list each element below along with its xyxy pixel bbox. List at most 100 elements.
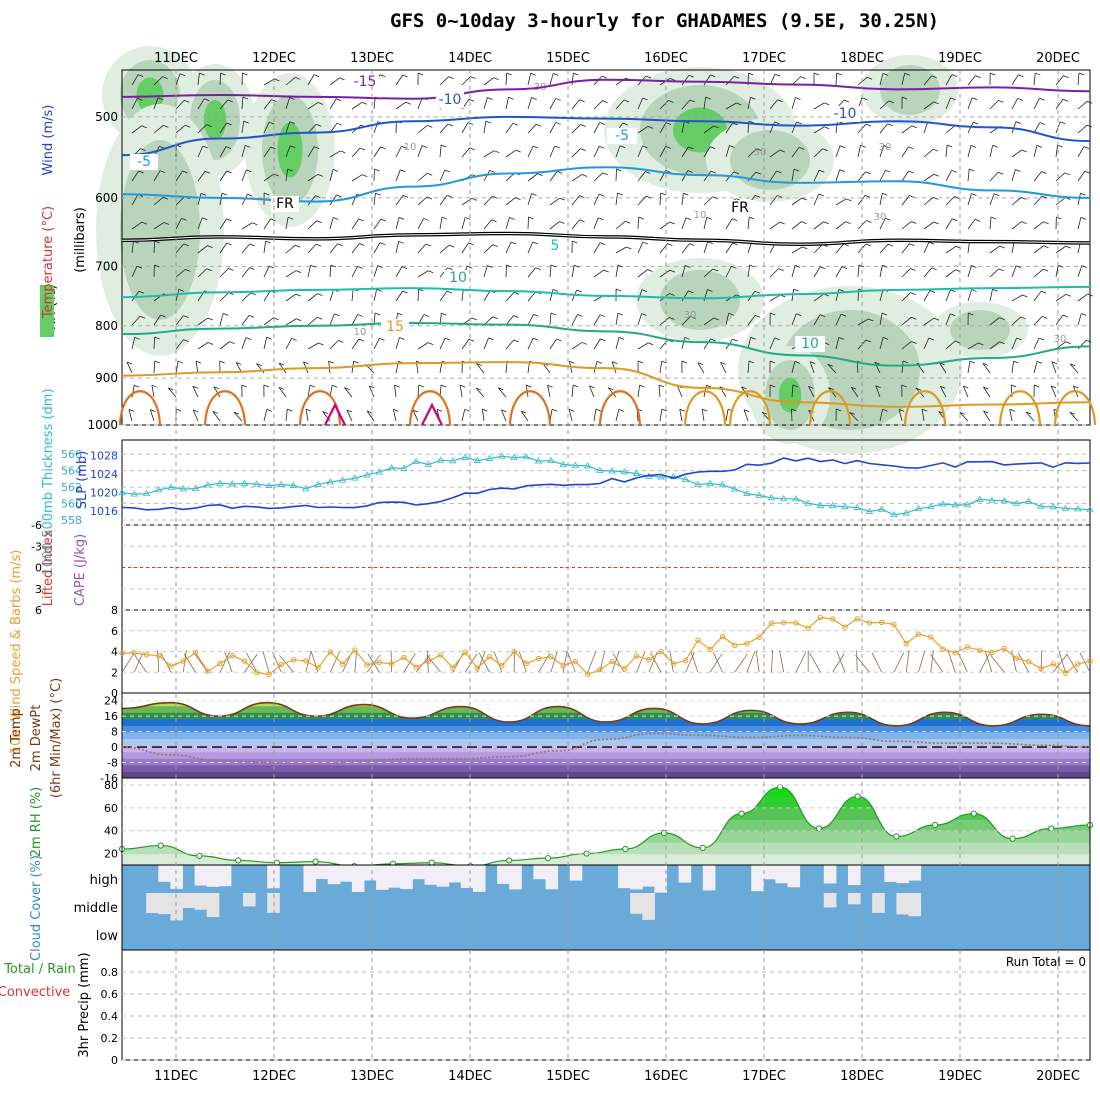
wind-barb-flag (741, 386, 747, 390)
wind-barb-flag (337, 243, 343, 247)
surface-warm-lobes (118, 390, 1097, 426)
upper-air-wind-barbs (126, 72, 1093, 422)
wind-barb (637, 145, 643, 158)
wind-barb-flag (932, 148, 939, 152)
wind-barb (659, 146, 666, 158)
wind-barb (879, 193, 883, 206)
wind-barb (967, 219, 976, 230)
wind-barb-flag (358, 218, 364, 222)
wind-barb (263, 317, 274, 326)
wind-barb-flag (163, 222, 170, 225)
wind-barb (637, 195, 647, 206)
wind-barb-flag (1051, 361, 1058, 365)
wind-barb (307, 316, 318, 326)
wind-barb (505, 149, 517, 158)
wind-barb (945, 170, 953, 182)
thickness-point (657, 473, 665, 480)
wind-barb-flag (619, 145, 626, 149)
thickness-point (277, 480, 285, 487)
wind10m-speed-point (401, 654, 407, 661)
wind-barb (278, 362, 287, 374)
wind-barb (1077, 100, 1088, 110)
wind-barb (461, 339, 470, 350)
wind-barb-flag (1058, 264, 1064, 268)
wind-barb (483, 265, 488, 278)
wind-barb-flag (317, 293, 323, 296)
thickness-point (449, 457, 457, 464)
wind-barb-flag (602, 100, 608, 103)
isotherm-line-inner (121, 232, 1091, 245)
wind-barb (679, 409, 683, 422)
thickness-point (387, 464, 396, 471)
wind-barb (153, 97, 159, 110)
wind-barb-flag (774, 337, 780, 341)
wind-barb-flag (600, 338, 606, 342)
wind-barb (835, 145, 841, 158)
wind-barb-flag (346, 409, 353, 413)
wind-barb (813, 102, 825, 110)
wind10m-speed-point (854, 616, 860, 622)
wind-barb-flag (405, 101, 412, 105)
wind-barb-flag (689, 243, 695, 246)
wind10m-barb (1011, 650, 1017, 673)
wind-barb (219, 218, 227, 230)
wind-barb (263, 173, 275, 182)
wind-barb (813, 221, 824, 230)
chart-title: GFS 0~10day 3-hourly for GHADAMES (9.5E,… (390, 10, 940, 32)
thickness-point (596, 466, 604, 473)
cloud-high-cell (509, 865, 522, 890)
wind-barb-flag (755, 315, 761, 318)
day-label-bottom: 20DEC (1036, 1069, 1080, 1084)
wind-barb (233, 411, 243, 422)
wind-barb (945, 97, 951, 110)
wind-barb (769, 268, 779, 278)
rh2m-tick-label: 80 (104, 779, 118, 792)
wind-barb-flag (530, 72, 536, 76)
wind-barb-flag (911, 341, 917, 344)
isotherm-label: 10 (449, 270, 467, 286)
thickness-point (828, 501, 837, 509)
wind-barb (351, 289, 354, 302)
wind-barb-flag (183, 315, 189, 319)
wind-barb (923, 173, 935, 182)
wind-barb (659, 122, 667, 134)
wind-barb (703, 125, 714, 134)
wind-barb (608, 387, 617, 398)
wind-barb-flag (712, 268, 719, 272)
wind-barb (791, 221, 802, 230)
dewpoint-line (121, 732, 1091, 766)
wind-barb (197, 193, 202, 206)
wind-barb (175, 289, 180, 302)
wind-barb-flag (290, 145, 296, 149)
wind-barb-flag (333, 217, 339, 220)
wind-barb-flag (901, 96, 908, 100)
wind-barb-flag (271, 99, 277, 102)
isotherm-25-lobe (421, 402, 443, 426)
wind-barb-flag (601, 75, 608, 79)
wind-barb (131, 194, 139, 206)
wind-barb-flag (1062, 98, 1069, 102)
wind-barb-flag (134, 384, 140, 388)
wind-barb (571, 195, 580, 206)
wind-barb (197, 171, 206, 182)
wind-barb-flag (441, 216, 448, 220)
wind-barb-flag (755, 195, 761, 198)
wind-barb-flag (469, 147, 475, 151)
wind-barb (677, 385, 683, 398)
wind-barb-flag (983, 386, 989, 390)
rh2m-point (1009, 835, 1016, 842)
wind-barb-flag (791, 408, 797, 412)
wind10m-speed-point (388, 661, 395, 667)
wind-barb (747, 315, 756, 326)
wind-barb (153, 240, 156, 254)
wind-barb (241, 337, 247, 350)
wind-barb-flag (361, 101, 368, 105)
thickness-point (436, 456, 445, 463)
wind-barb-flag (1015, 121, 1022, 125)
wind-barb (923, 75, 932, 86)
thickness-point (718, 481, 727, 488)
wind10m-speed-point (241, 658, 248, 664)
wind-barb-flag (137, 74, 144, 78)
wind-barb-flag (193, 409, 199, 413)
